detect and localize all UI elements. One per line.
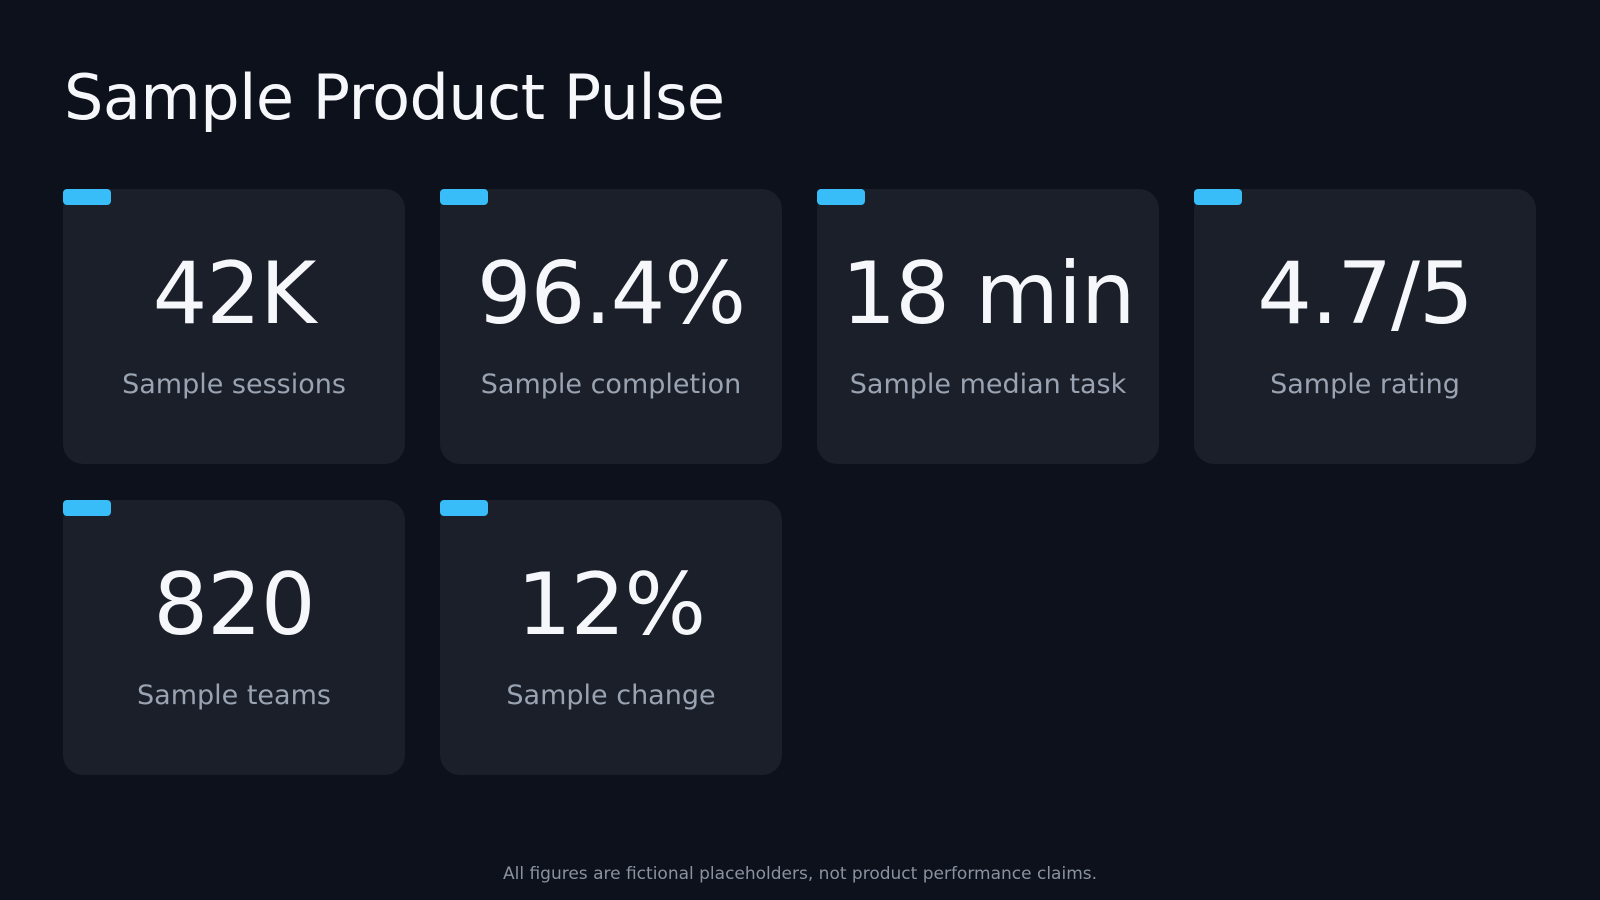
kpi-value: 96.4% <box>476 244 746 344</box>
kpi-card: 12% Sample change <box>440 500 782 775</box>
kpi-label: Sample completion <box>480 369 742 400</box>
kpi-card: 4.7/5 Sample rating <box>1194 189 1536 464</box>
accent-tab <box>817 189 865 205</box>
accent-tab <box>440 189 488 205</box>
kpi-value: 12% <box>516 555 706 655</box>
page-title: Sample Product Pulse <box>64 61 725 134</box>
kpi-label: Sample rating <box>1270 369 1460 400</box>
accent-tab <box>63 500 111 516</box>
accent-tab <box>440 500 488 516</box>
kpi-label: Sample sessions <box>122 369 346 400</box>
footer-note: All figures are fictional placeholders, … <box>502 864 1098 884</box>
accent-tab <box>1194 189 1242 205</box>
kpi-card: 820 Sample teams <box>63 500 405 775</box>
kpi-card: 18 min Sample median task <box>817 189 1159 464</box>
accent-tab <box>63 189 111 205</box>
kpi-value: 820 <box>153 555 315 655</box>
kpi-value: 4.7/5 <box>1257 244 1473 344</box>
kpi-card: 42K Sample sessions <box>63 189 405 464</box>
kpi-label: Sample teams <box>137 680 331 711</box>
kpi-card: 96.4% Sample completion <box>440 189 782 464</box>
kpi-value: 18 min <box>841 244 1136 344</box>
kpi-label: Sample median task <box>849 369 1127 400</box>
kpi-value: 42K <box>152 244 317 344</box>
kpi-label: Sample change <box>506 680 716 711</box>
